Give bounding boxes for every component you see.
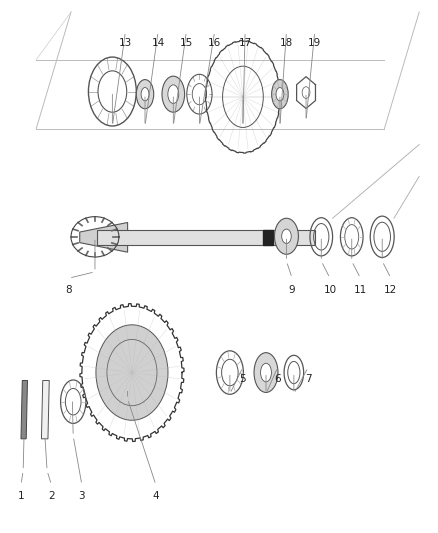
Text: 19: 19: [308, 38, 321, 48]
Polygon shape: [42, 381, 49, 439]
Text: 3: 3: [78, 491, 85, 502]
Text: 4: 4: [152, 491, 159, 502]
Text: 11: 11: [354, 285, 367, 295]
Ellipse shape: [96, 325, 168, 420]
Text: 15: 15: [180, 38, 193, 48]
Text: 10: 10: [323, 285, 336, 295]
Ellipse shape: [254, 353, 278, 392]
Ellipse shape: [276, 87, 284, 101]
Text: 17: 17: [238, 38, 252, 48]
Text: 14: 14: [152, 38, 165, 48]
Ellipse shape: [136, 79, 154, 109]
Text: 1: 1: [18, 491, 24, 502]
Ellipse shape: [168, 85, 179, 103]
Ellipse shape: [261, 364, 272, 382]
Text: 6: 6: [275, 374, 281, 384]
Text: 9: 9: [289, 285, 295, 295]
Text: 18: 18: [280, 38, 293, 48]
Text: 16: 16: [208, 38, 221, 48]
Text: 2: 2: [48, 491, 55, 502]
Polygon shape: [21, 381, 28, 439]
Text: 13: 13: [119, 38, 132, 48]
Text: 5: 5: [240, 374, 246, 384]
Polygon shape: [80, 222, 127, 252]
Bar: [97, 230, 315, 245]
Ellipse shape: [282, 229, 291, 244]
Text: 7: 7: [305, 374, 311, 384]
Ellipse shape: [141, 87, 149, 101]
Text: 12: 12: [384, 285, 398, 295]
Ellipse shape: [162, 76, 185, 112]
Bar: [262, 230, 273, 245]
Text: 8: 8: [66, 285, 72, 295]
Ellipse shape: [275, 218, 298, 254]
Ellipse shape: [272, 79, 288, 109]
